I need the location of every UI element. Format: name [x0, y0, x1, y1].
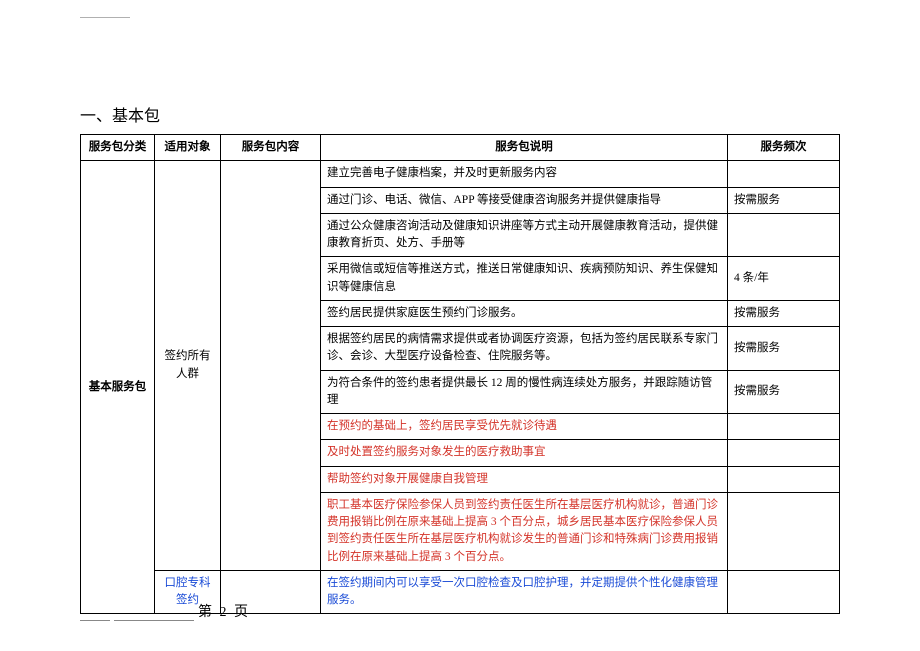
cell-content-1: [221, 161, 321, 571]
col-header-freq: 服务频次: [728, 135, 840, 161]
cell-freq: 按需服务: [728, 187, 840, 213]
header-mark: [80, 12, 130, 18]
cell-freq: [728, 414, 840, 440]
cell-freq: [728, 466, 840, 492]
cell-desc: 职工基本医疗保险参保人员到签约责任医生所在基层医疗机构就诊，普通门诊费用报销比例…: [321, 492, 728, 570]
cell-freq: 4 条/年: [728, 257, 840, 301]
category-label: 基本服务包: [89, 381, 147, 393]
section-heading: 一、基本包: [80, 102, 840, 126]
cell-desc: 在预约的基础上，签约居民享受优先就诊待遇: [321, 414, 728, 440]
cell-desc: 签约居民提供家庭医生预约门诊服务。: [321, 300, 728, 326]
cell-category: 基本服务包: [81, 161, 155, 614]
cell-freq: 按需服务: [728, 300, 840, 326]
cell-desc: 在签约期间内可以享受一次口腔检查及口腔护理，并定期提供个性化健康管理服务。: [321, 570, 728, 614]
page-number: 第 2 页: [198, 601, 250, 621]
cell-desc: 通过公众健康咨询活动及健康知识讲座等方式主动开展健康教育活动，提供健康教育折页、…: [321, 213, 728, 257]
col-header-desc: 服务包说明: [321, 135, 728, 161]
cell-desc: 建立完善电子健康档案，并及时更新服务内容: [321, 161, 728, 187]
page-footer: 第 2 页: [80, 601, 250, 621]
footer-underline: [114, 620, 194, 621]
cell-freq: 按需服务: [728, 327, 840, 371]
col-header-target: 适用对象: [155, 135, 221, 161]
table-row: 基本服务包 签约所有人群 建立完善电子健康档案，并及时更新服务内容: [81, 161, 840, 187]
table-header-row: 服务包分类 适用对象 服务包内容 服务包说明 服务频次: [81, 135, 840, 161]
service-table: 服务包分类 适用对象 服务包内容 服务包说明 服务频次 基本服务包 签约所有人群…: [80, 134, 840, 614]
cell-freq: [728, 570, 840, 614]
cell-desc: 及时处置签约服务对象发生的医疗救助事宜: [321, 440, 728, 466]
cell-freq: [728, 440, 840, 466]
col-header-content: 服务包内容: [221, 135, 321, 161]
footer-underline: [80, 620, 110, 621]
cell-desc: 采用微信或短信等推送方式，推送日常健康知识、疾病预防知识、养生保健知识等健康信息: [321, 257, 728, 301]
cell-target-1: 签约所有人群: [155, 161, 221, 571]
page-content: 一、基本包 服务包分类 适用对象 服务包内容 服务包说明 服务频次 基本服务包 …: [0, 0, 920, 614]
cell-freq: [728, 492, 840, 570]
cell-freq: [728, 213, 840, 257]
cell-desc: 根据签约居民的病情需求提供或者协调医疗资源，包括为签约居民联系专家门诊、会诊、大…: [321, 327, 728, 371]
cell-desc: 为符合条件的签约患者提供最长 12 周的慢性病连续处方服务，并跟踪随访管理: [321, 370, 728, 414]
cell-freq: [728, 161, 840, 187]
cell-desc: 帮助签约对象开展健康自我管理: [321, 466, 728, 492]
cell-desc: 通过门诊、电话、微信、APP 等接受健康咨询服务并提供健康指导: [321, 187, 728, 213]
cell-freq: 按需服务: [728, 370, 840, 414]
col-header-category: 服务包分类: [81, 135, 155, 161]
